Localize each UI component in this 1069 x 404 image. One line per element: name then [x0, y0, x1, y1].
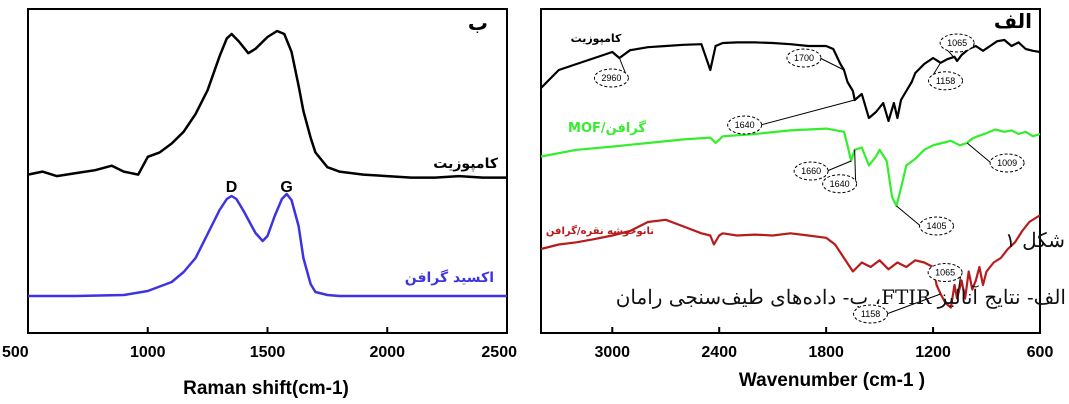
ftir-x-axis-label: Wavenumber (cm-1 ): [739, 370, 925, 391]
raman-series-1-legend-label: اکسید گرافن: [405, 269, 494, 286]
ftir-panel: الف کامپوزیت MOF/گرافن نانوخوشه نقره/گرافن…: [540, 8, 1054, 391]
ftir-callout-ellipse: [928, 71, 964, 91]
ftir-callout-label: 1065: [935, 268, 955, 278]
raman-x-tick-label: 2000: [369, 344, 405, 361]
figure-caption-line2: الف- نتایج آنالیز FTIR، ب- داده‌های طیف‌…: [615, 285, 1066, 309]
ftir-callout-ellipse: [786, 48, 822, 68]
ftir-callout-label: 1660: [801, 166, 821, 176]
raman-x-tick-label: 2500: [481, 344, 517, 361]
ftir-callout-leader: [854, 149, 857, 184]
ftir-callout-ellipse: [853, 304, 889, 324]
ftir-callout-leader: [826, 160, 852, 172]
raman-series-0-line: [27, 29, 507, 179]
raman-series-1-line: [28, 192, 507, 298]
ftir-x-tick-label: 1200: [915, 344, 951, 361]
ftir-x-tick-label: 1800: [808, 344, 844, 361]
raman-x-tick-label: 1500: [250, 344, 286, 361]
ftir-series-0-legend-label: کامپوزیت: [571, 32, 622, 45]
raman-panel-label: ب: [468, 11, 488, 35]
ftir-callout-ellipse: [919, 216, 955, 236]
ftir-plot-frame: [540, 8, 1041, 334]
raman-panel: ب کامپوزیت اکسید گرافن D G 500 1000 1500 2000 2…: [2, 8, 517, 399]
ftir-callout-ellipse: [822, 174, 858, 194]
ftir-series-0-line: [540, 38, 1041, 123]
ftir-series-1-legend-label: MOF/گرافن: [568, 120, 646, 136]
ftir-callout-leader: [956, 272, 962, 299]
raman-peak-label-g: G: [280, 179, 292, 196]
ftir-callout-label: 1700: [794, 53, 814, 63]
ftir-x-tick-label: 3000: [594, 344, 630, 361]
raman-peak-label-d: D: [226, 179, 238, 196]
ftir-x-tick-label: 2400: [701, 344, 737, 361]
ftir-callout-ellipse: [727, 115, 763, 135]
ftir-callout-ellipse: [793, 161, 829, 181]
ftir-callout-label: 1009: [997, 158, 1017, 168]
ftir-callout-leader: [760, 99, 855, 126]
ftir-callout-label: 1405: [927, 221, 947, 231]
ftir-callout-ellipse: [593, 68, 629, 88]
ftir-series-2-legend-label: نانوخوشه نقره/گرافن: [546, 224, 654, 237]
ftir-callout-label: 1158: [861, 309, 880, 319]
ftir-callout-leader: [819, 57, 845, 71]
ftir-callout-label: 1158: [936, 76, 955, 86]
ftir-callout-leader: [896, 205, 921, 227]
ftir-callout-label: 1065: [947, 38, 967, 48]
ftir-callout-ellipse: [927, 263, 963, 282]
ftir-panel-label: الف: [994, 9, 1032, 33]
ftir-callout-ellipse: [939, 33, 975, 53]
ftir-callout-label: 1640: [830, 179, 850, 189]
ftir-series-1-line: [540, 127, 1041, 208]
raman-x-axis-label: Raman shift(cm-1): [183, 378, 349, 399]
ftir-callout-label: 2960: [601, 73, 621, 83]
raman-x-tick-label: 1000: [130, 344, 166, 361]
raman-series-0-legend-label: کامپوزیت: [433, 156, 499, 172]
ftir-series-2-line: [540, 214, 1041, 309]
ftir-callout-label: 1640: [735, 120, 755, 130]
ftir-callout-leader: [966, 142, 992, 164]
ftir-callout-ellipse: [989, 153, 1025, 173]
ftir-x-tick-label: 600: [1027, 344, 1054, 361]
ftir-callout-leader: [886, 293, 941, 315]
figure-caption-line1: شکل ۱: [1005, 228, 1066, 252]
raman-x-tick-label: 500: [2, 344, 29, 361]
